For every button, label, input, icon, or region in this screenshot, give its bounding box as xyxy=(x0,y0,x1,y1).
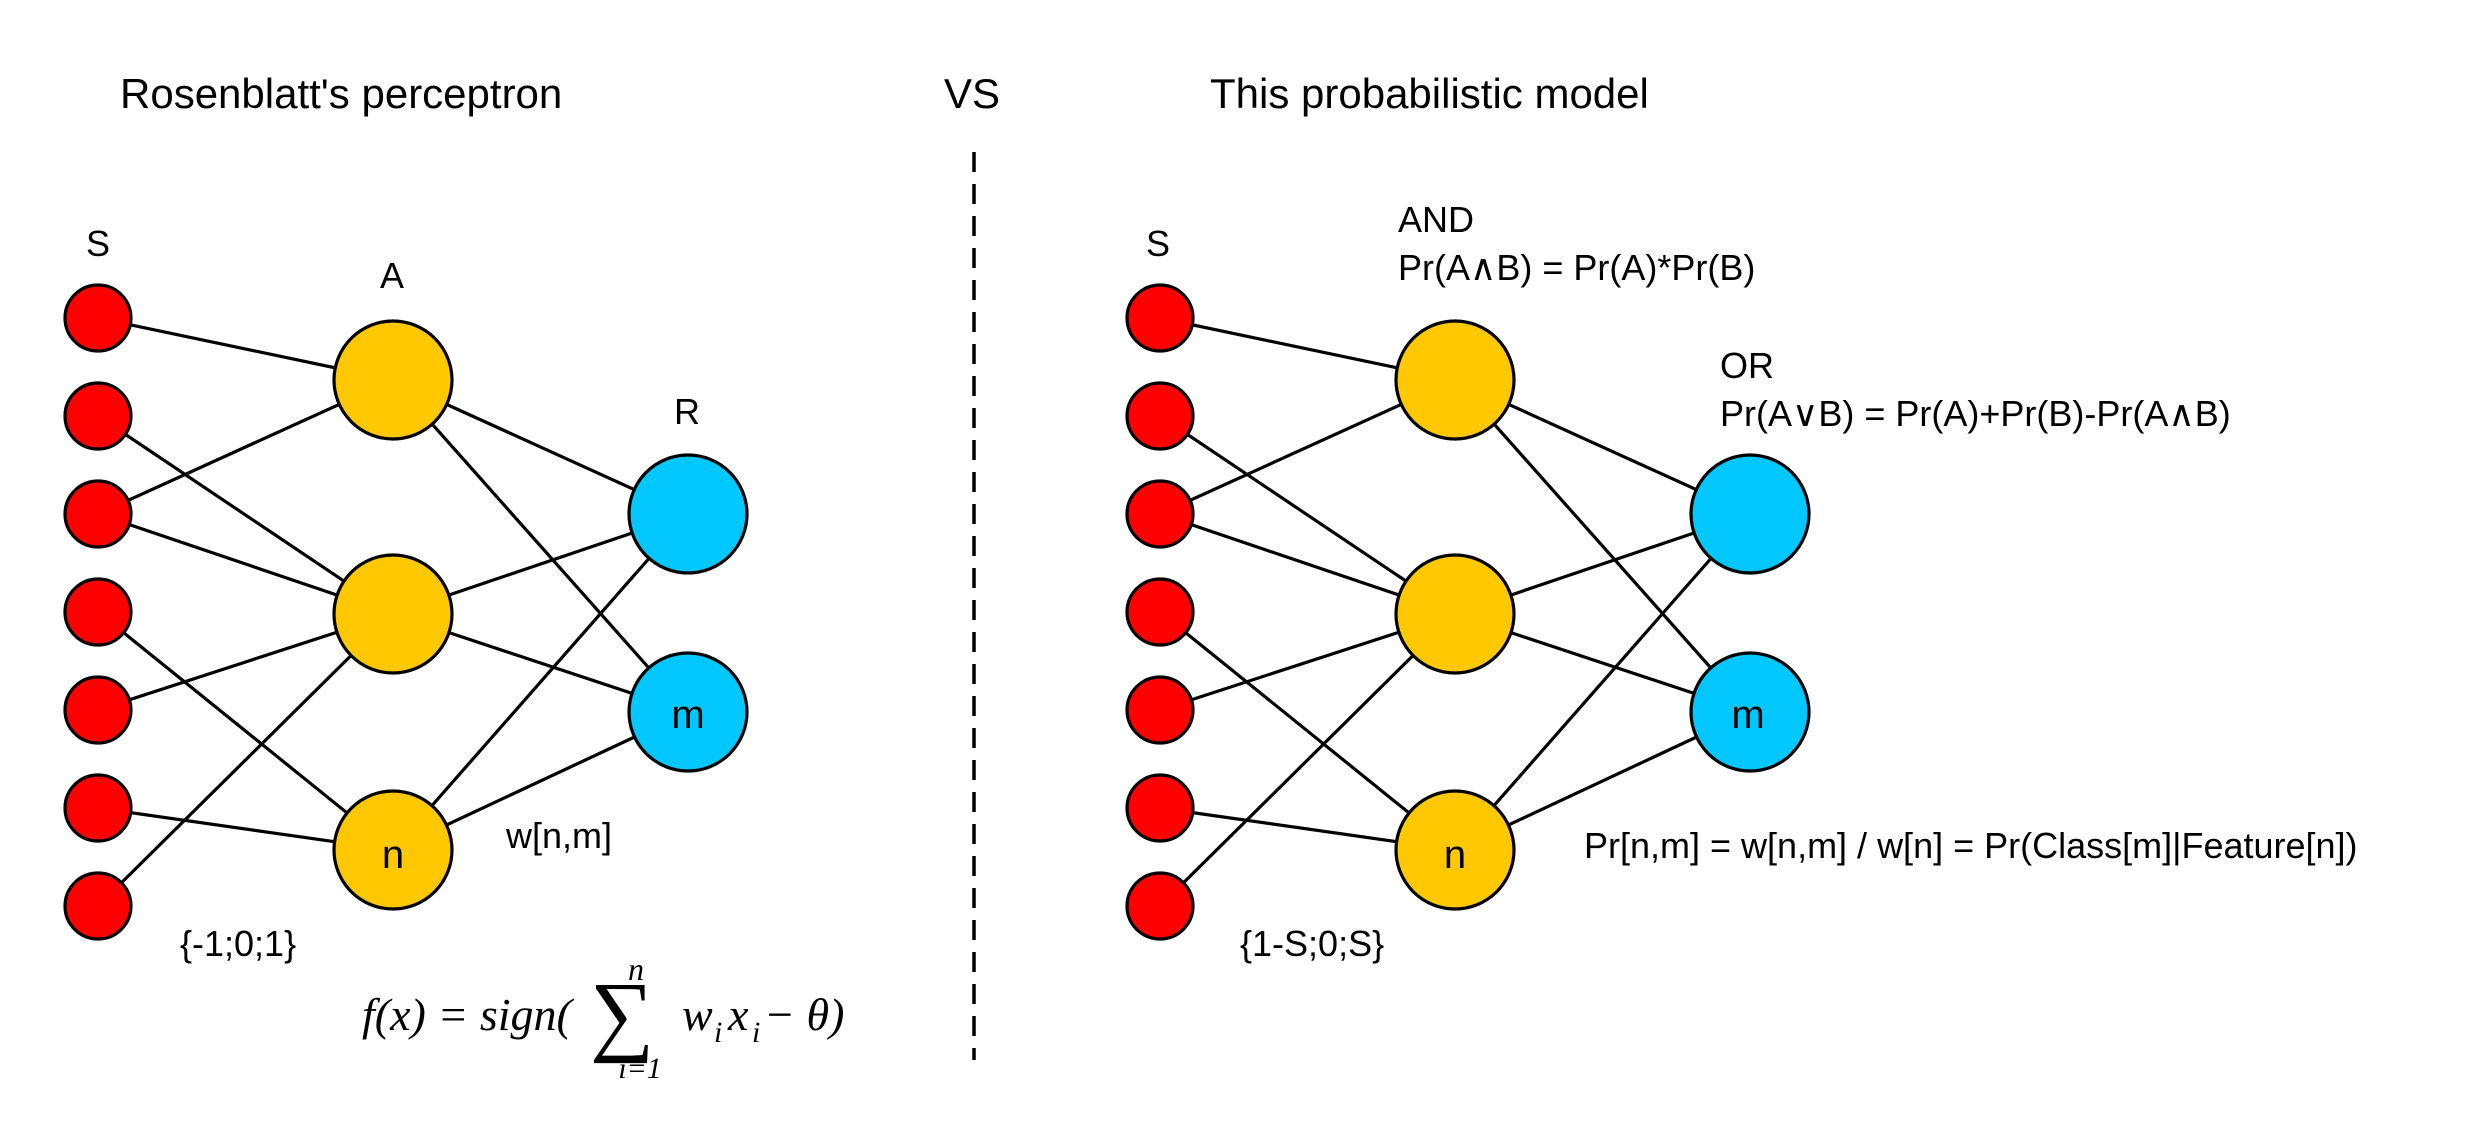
right-input-node xyxy=(1125,577,1195,647)
right-nodes xyxy=(1125,283,1811,941)
right-input-node xyxy=(1125,871,1195,941)
right-input-node xyxy=(1125,773,1195,843)
left-input-node xyxy=(63,773,133,843)
formula-rest: − θ) xyxy=(764,989,844,1040)
left-m-label: m xyxy=(671,693,704,737)
right-hidden-node xyxy=(1394,319,1516,441)
perceptron-formula: f(x) = sign( ∑ n i=1 w i x i − θ) xyxy=(362,951,844,1085)
left-input-node xyxy=(63,381,133,451)
formula-sub-i: i xyxy=(714,1016,722,1049)
or-formula: Pr(A∨B) = Pr(A)+Pr(B)-Pr(A∧B) xyxy=(1720,393,2231,434)
formula-sub-i2: i xyxy=(752,1016,760,1049)
left-input-node xyxy=(63,675,133,745)
vs-label: VS xyxy=(944,70,1000,117)
left-hidden-output-edge xyxy=(391,378,690,714)
left-input-node xyxy=(63,577,133,647)
right-hidden-node xyxy=(1394,789,1516,911)
left-nodes xyxy=(63,283,749,941)
left-n-label: n xyxy=(382,833,404,877)
right-s-label: S xyxy=(1146,223,1170,264)
left-hidden-node xyxy=(332,319,454,441)
left-output-node xyxy=(627,453,749,575)
right-title: This probabilistic model xyxy=(1210,70,1649,117)
right-input-node xyxy=(1125,381,1195,451)
right-input-hidden-edge xyxy=(1158,612,1457,908)
right-input-node xyxy=(1125,479,1195,549)
formula-x: x xyxy=(727,989,749,1040)
left-title: Rosenblatt's perceptron xyxy=(120,70,562,117)
left-input-node xyxy=(63,871,133,941)
left-hidden-node xyxy=(332,553,454,675)
sum-top: n xyxy=(628,951,644,987)
formula-w: w xyxy=(682,989,713,1040)
right-hidden-output-edge xyxy=(1453,378,1752,714)
right-input-hidden-edge xyxy=(1158,610,1457,852)
left-input-node xyxy=(63,479,133,549)
right-network xyxy=(1125,283,1811,941)
right-input-values: {1-S;0;S} xyxy=(1240,923,1384,964)
and-formula: Pr(A∧B) = Pr(A)*Pr(B) xyxy=(1398,247,1755,288)
and-label: AND xyxy=(1398,199,1474,240)
left-r-label: R xyxy=(674,391,700,432)
formula-lhs: f(x) = sign( xyxy=(362,989,575,1040)
right-output-node xyxy=(1689,453,1811,575)
right-input-node xyxy=(1125,675,1195,745)
right-n-label: n xyxy=(1444,833,1466,877)
sum-bottom: i=1 xyxy=(618,1052,662,1085)
right-hidden-node xyxy=(1394,553,1516,675)
left-input-hidden-edge xyxy=(96,612,395,908)
or-label: OR xyxy=(1720,345,1774,386)
left-input-node xyxy=(63,283,133,353)
sum-symbol: ∑ xyxy=(590,965,654,1064)
left-input-hidden-edge xyxy=(96,610,395,852)
left-output-node xyxy=(627,651,749,773)
left-input-values: {-1;0;1} xyxy=(180,923,296,964)
right-input-node xyxy=(1125,283,1195,353)
left-s-label: S xyxy=(86,223,110,264)
left-a-label: A xyxy=(380,255,404,296)
left-network xyxy=(63,283,749,941)
right-output-node xyxy=(1689,651,1811,773)
prob-formula: Pr[n,m] = w[n,m] / w[n] = Pr(Class[m]|Fe… xyxy=(1584,825,2358,866)
left-hidden-node xyxy=(332,789,454,911)
right-m-label: m xyxy=(1731,693,1764,737)
left-hidden-output-edge xyxy=(391,512,690,852)
right-hidden-output-edge xyxy=(1453,512,1752,852)
left-weight-label: w[n,m] xyxy=(505,815,612,856)
